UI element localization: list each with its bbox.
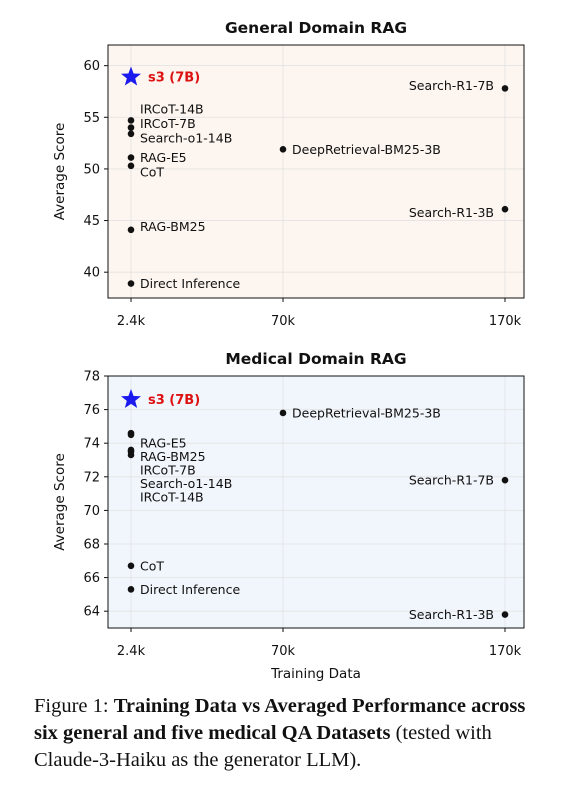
y-axis-label: Average Score [52, 123, 68, 221]
point-label: CoT [140, 558, 164, 573]
point-label: Search-o1-14B [140, 130, 232, 145]
x-tick-label: 170k [489, 644, 522, 659]
point-label: CoT [140, 165, 164, 180]
point-label: Direct Inference [140, 276, 240, 291]
data-point [501, 85, 509, 92]
figure: 40 45 50 55 60 2.4k 70k 170k General Domain RAG A… [52, 19, 525, 682]
highlight-star-point [121, 389, 141, 409]
y-tick-label: 74 [83, 437, 100, 452]
point-label: IRCoT-14B [140, 489, 204, 504]
caption-bold: Training Data vs Averaged Performance ac… [34, 695, 526, 744]
point-label: Direct Inference [140, 582, 240, 597]
point-label: s3 (7B) [148, 393, 200, 408]
data-point [127, 431, 135, 439]
y-tick-label: 45 [83, 214, 100, 229]
chart-title: Medical Domain RAG [225, 350, 406, 368]
x-tick-label: 70k [271, 644, 296, 659]
y-axis-label: Average Score [52, 453, 68, 551]
y-tick-label: 64 [83, 605, 100, 620]
data-point [501, 205, 509, 213]
data-point [127, 162, 135, 170]
caption-rest: (tested with Claude-3-Haiku as the gener… [34, 722, 492, 771]
point-label: DeepRetrieval-BM25-3B [292, 405, 441, 420]
data-point [127, 451, 135, 459]
y-tick-label: 40 [83, 266, 100, 281]
data-point [279, 145, 287, 153]
caption-prefix: Figure 1: [34, 695, 114, 717]
data-point [127, 226, 135, 234]
point-label: RAG-BM25 [140, 219, 206, 234]
y-tick-label: 50 [83, 162, 100, 177]
point-label: DeepRetrieval-BM25-3B [292, 142, 441, 157]
x-tick-label: 70k [271, 314, 296, 329]
data-point [127, 280, 135, 287]
x-tick-label: 2.4k [117, 644, 146, 659]
point-label: IRCoT-7B [140, 463, 196, 478]
y-tick-label: 72 [83, 470, 100, 485]
axes-frame [107, 375, 525, 629]
chart-title: General Domain RAG [225, 19, 407, 37]
figure-caption: Figure 1: Training Data vs Averaged Perf… [34, 693, 550, 774]
point-label: IRCoT-14B [140, 102, 204, 117]
y-tick-label: 68 [83, 538, 100, 553]
plot-background [108, 45, 524, 298]
plot-background [108, 376, 524, 628]
point-label: IRCoT-7B [140, 116, 196, 131]
point-label: Search-R1-7B [409, 78, 494, 93]
y-tick-label: 55 [83, 111, 100, 126]
y-tick-label: 70 [83, 504, 100, 519]
y-tick-label: 66 [83, 571, 100, 586]
x-axis-label: Training Data [270, 666, 361, 682]
data-point [279, 409, 287, 417]
data-point [501, 476, 509, 484]
data-point [127, 130, 135, 138]
data-point [127, 117, 135, 124]
point-label: Search-R1-7B [409, 473, 494, 488]
point-label: RAG-E5 [140, 436, 187, 451]
x-tick-label: 2.4k [117, 314, 146, 329]
point-label: Search-o1-14B [140, 476, 232, 491]
point-label: RAG-E5 [140, 150, 187, 165]
y-tick-label: 60 [83, 59, 100, 74]
y-tick-label: 76 [83, 403, 100, 418]
point-label: RAG-BM25 [140, 449, 206, 464]
axes-frame [107, 44, 525, 299]
x-tick-label: 170k [489, 314, 522, 329]
data-point [501, 611, 509, 618]
data-point [127, 586, 135, 593]
highlight-star-point [121, 66, 141, 86]
point-label: Search-R1-3B [409, 607, 494, 622]
data-point [127, 562, 135, 570]
chart-panel-1: 40 45 50 55 60 2.4k 70k 170k General Domain RAG A… [52, 19, 525, 329]
y-tick-label: 78 [83, 370, 100, 385]
data-point [127, 154, 135, 161]
chart-panel-2: 64 66 68 70 72 74 76 78 2.4k 70k 170k Medical Domai… [52, 350, 525, 682]
data-point [127, 124, 135, 131]
point-label: Search-R1-3B [409, 205, 494, 220]
point-label: s3 (7B) [148, 71, 200, 86]
